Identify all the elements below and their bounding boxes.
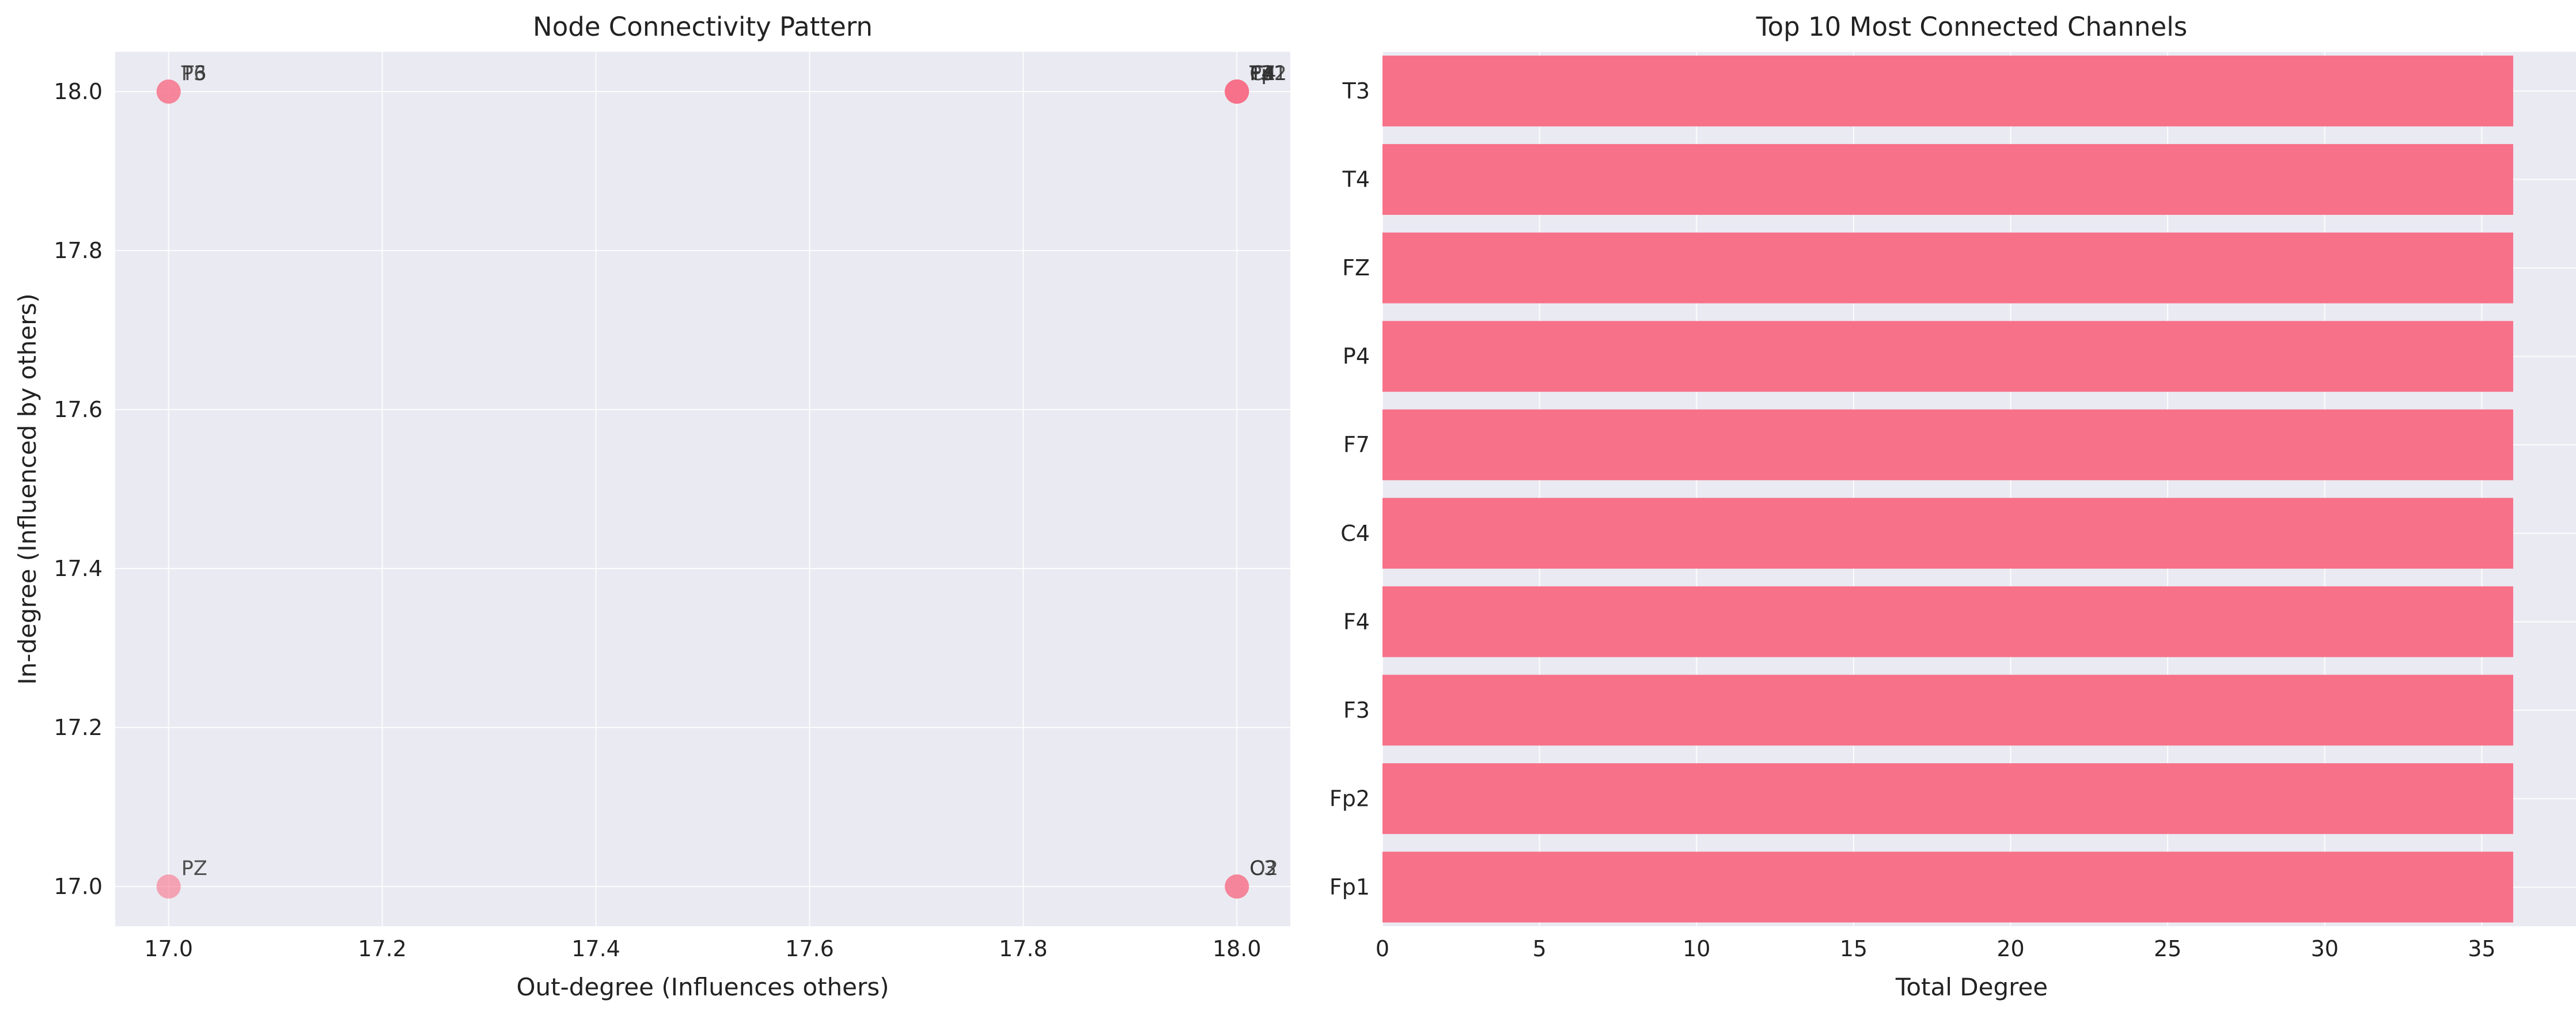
scatter-x-axis-label: Out-degree (Influences others) <box>516 973 889 1001</box>
scatter-title: Node Connectivity Pattern <box>533 12 873 42</box>
bar-category-label: F3 <box>1343 698 1370 723</box>
scatter-plot-area <box>115 52 1290 926</box>
bar-category-label: F4 <box>1343 609 1370 634</box>
bar-category-label: Fp1 <box>1329 874 1370 900</box>
bar-category-label: T3 <box>1342 78 1370 104</box>
bar <box>1382 675 2513 746</box>
bar <box>1382 232 2513 304</box>
bar-x-tick-label: 25 <box>2154 936 2181 961</box>
bar-x-tick-label: 15 <box>1840 936 1867 961</box>
scatter-x-tick-label: 17.6 <box>785 936 834 961</box>
scatter-y-tick-labels: 17.0 17.2 17.4 17.6 17.8 18.0 <box>54 79 103 899</box>
scatter-y-axis-label: In-degree (Influenced by others) <box>13 293 41 685</box>
scatter-y-tick-label: 18.0 <box>54 79 103 104</box>
scatter-point-label: T6 <box>181 62 207 85</box>
scatter-point-label: T4 <box>1249 62 1275 85</box>
bar <box>1382 409 2513 480</box>
scatter-point-label: T3 <box>1249 62 1275 85</box>
bar-chart: 0 5 10 15 20 25 30 35 T3 T4 FZ P4 F7 C4 F4 F3 Fp2 Fp1 To… <box>1329 12 2576 1001</box>
bar <box>1382 851 2513 923</box>
bar <box>1382 55 2513 127</box>
bar-x-tick-label: 0 <box>1376 936 1389 961</box>
scatter-x-tick-labels: 17.0 17.2 17.4 17.6 17.8 18.0 <box>144 936 1261 961</box>
scatter-y-tick-label: 17.4 <box>54 556 103 581</box>
scatter-x-tick-label: 18.0 <box>1213 936 1262 961</box>
scatter-point <box>156 79 181 104</box>
bar-x-tick-label: 20 <box>1997 936 2024 961</box>
scatter-point-label: F4 <box>1249 62 1274 85</box>
bar-category-labels: T3 T4 FZ P4 F7 C4 F4 F3 Fp2 Fp1 <box>1329 78 1370 900</box>
bar-x-tick-label: 30 <box>2311 936 2339 961</box>
bars <box>1382 55 2513 923</box>
scatter-point <box>1225 874 1249 899</box>
scatter-y-tick-label: 17.8 <box>54 238 103 263</box>
bar <box>1382 498 2513 569</box>
scatter-gridlines <box>115 52 1290 926</box>
scatter-point <box>156 874 181 899</box>
scatter-point-label: F7 <box>1249 62 1274 85</box>
scatter-point-label: Fp2 <box>1249 62 1287 85</box>
bar-x-tick-label: 10 <box>1683 936 1710 961</box>
scatter-point-label: P3 <box>181 62 206 85</box>
bar-category-label: C4 <box>1340 521 1370 546</box>
scatter-x-tick-label: 17.4 <box>571 936 620 961</box>
bar-category-label: Fp2 <box>1329 786 1370 811</box>
bar-x-tick-label: 35 <box>2468 936 2495 961</box>
bar <box>1382 144 2513 215</box>
bar-category-label: F7 <box>1343 432 1370 457</box>
scatter-y-tick-label: 17.6 <box>54 397 103 422</box>
scatter-point-label: C3 <box>1249 857 1276 880</box>
bar <box>1382 586 2513 657</box>
scatter-point-label: PZ <box>181 857 207 880</box>
bar <box>1382 763 2513 834</box>
scatter-point-label: O2 <box>1249 857 1278 880</box>
bar-category-label: P4 <box>1343 344 1370 369</box>
scatter-point-label: P4 <box>1249 62 1274 85</box>
bar-x-axis-label: Total Degree <box>1895 973 2048 1001</box>
scatter-x-tick-label: 17.8 <box>999 936 1048 961</box>
scatter-y-tick-label: 17.0 <box>54 874 103 899</box>
scatter-point-label: FZ <box>1249 62 1275 85</box>
bar-x-tick-label: 5 <box>1533 936 1547 961</box>
bar-category-label: FZ <box>1342 255 1370 281</box>
scatter-y-tick-label: 17.2 <box>54 715 103 740</box>
bar <box>1382 321 2513 392</box>
scatter-point-label: C4 <box>1249 62 1276 85</box>
scatter-x-tick-label: 17.0 <box>144 936 193 961</box>
scatter-point <box>1225 79 1249 104</box>
bar-category-label: T4 <box>1342 167 1370 192</box>
scatter-point-label: F3 <box>1249 62 1274 85</box>
bar-x-tick-labels: 0 5 10 15 20 25 30 35 <box>1376 936 2496 961</box>
scatter-point-label: Fp1 <box>1249 62 1287 85</box>
bar-title: Top 10 Most Connected Channels <box>1756 12 2187 42</box>
scatter-x-tick-label: 17.2 <box>358 936 407 961</box>
